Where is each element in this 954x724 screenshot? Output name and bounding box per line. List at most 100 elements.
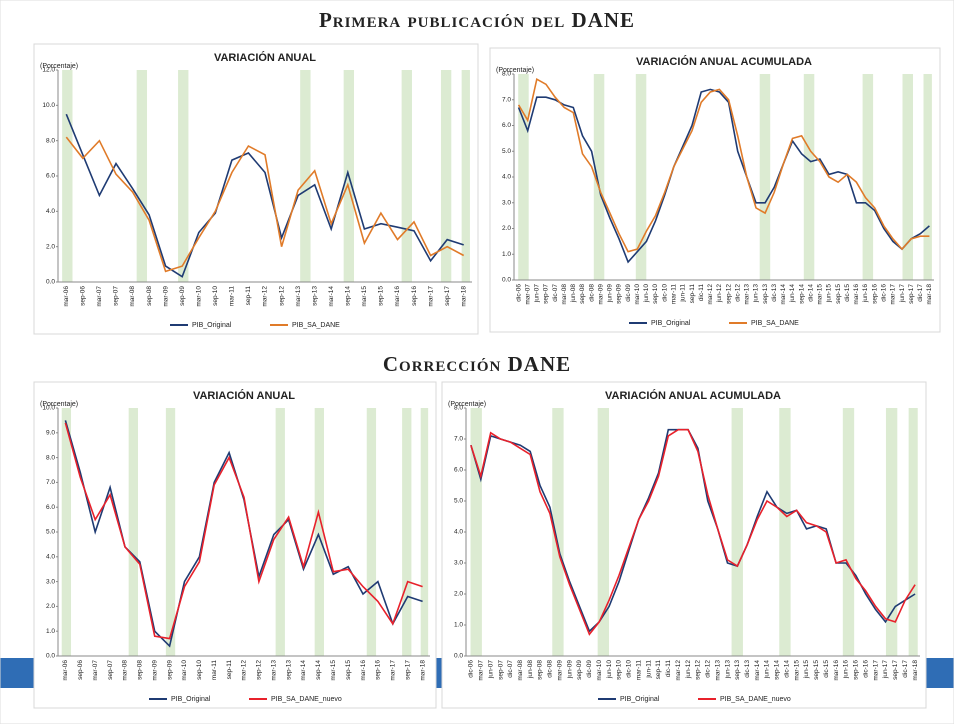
y-tick-label: 5.0 xyxy=(46,529,55,536)
shade-band xyxy=(593,74,605,280)
y-tick-label: 4.0 xyxy=(454,529,463,536)
x-tick-label: mar-17 xyxy=(427,286,434,307)
y-tick-label: 9.0 xyxy=(46,430,55,437)
x-tick-label: dic-15 xyxy=(844,284,851,302)
x-tick-label: sep-06 xyxy=(77,660,84,680)
x-tick-label: mar-08 xyxy=(561,284,568,305)
series-line xyxy=(65,113,464,278)
x-tick-label: dic-15 xyxy=(823,660,830,678)
x-tick-label: sep-15 xyxy=(813,660,820,680)
x-tick-label: sep-13 xyxy=(311,286,318,306)
x-tick-label: sep-08 xyxy=(579,284,586,304)
x-tick-label: mar-16 xyxy=(833,660,840,681)
x-tick-label: dic-16 xyxy=(881,284,888,302)
shade-band xyxy=(440,70,452,282)
x-tick-label: sep-07 xyxy=(107,660,114,680)
y-tick-label: 7.0 xyxy=(46,479,55,486)
y-tick-label: 8.0 xyxy=(454,405,463,412)
x-tick-label: mar-06 xyxy=(62,660,69,681)
x-tick-label: sep-17 xyxy=(908,284,915,304)
x-tick-label: mar-18 xyxy=(912,660,919,681)
shade-band xyxy=(885,408,898,656)
x-tick-label: dic-10 xyxy=(626,660,633,678)
shade-band xyxy=(62,70,73,282)
y-tick-label: 3.0 xyxy=(502,199,511,206)
shade-band xyxy=(402,408,412,656)
x-tick-label: mar-14 xyxy=(328,286,335,307)
y-tick-label: 12.0 xyxy=(42,67,55,74)
x-tick-label: dic-17 xyxy=(917,284,924,302)
shade-band xyxy=(178,70,189,282)
y-tick-label: 3.0 xyxy=(46,578,55,585)
x-tick-label: dic-06 xyxy=(468,660,475,678)
chart: VARIACIÓN ANUAL ACUMULADA (Porcentaje) 0.0… xyxy=(489,47,941,333)
x-tick-label: mar-15 xyxy=(330,660,337,681)
x-tick-label: jun-07 xyxy=(487,660,494,679)
x-tick-label: sep-13 xyxy=(285,660,292,680)
x-tick-label: mar-18 xyxy=(419,660,426,681)
y-tick-label: 10.0 xyxy=(42,102,55,109)
x-tick-label: mar-17 xyxy=(872,660,879,681)
x-tick-label: sep-09 xyxy=(166,660,173,680)
x-tick-label: sep-11 xyxy=(226,660,233,680)
y-tick-label: 7.0 xyxy=(454,436,463,443)
x-tick-label: mar-06 xyxy=(63,286,70,307)
x-tick-label: dic-07 xyxy=(507,660,514,678)
x-tick-label: sep-11 xyxy=(655,660,662,680)
y-tick-label: 6.0 xyxy=(46,504,55,511)
x-tick-label: sep-14 xyxy=(345,286,352,306)
y-tick-label: 1.0 xyxy=(502,251,511,258)
x-tick-label: dic-13 xyxy=(744,660,751,678)
chart-title: VARIACIÓN ANUAL xyxy=(214,51,316,64)
x-tick-label: mar-10 xyxy=(634,284,641,305)
x-tick-label: mar-11 xyxy=(671,284,678,304)
x-tick-label: jun-13 xyxy=(753,284,760,303)
chart: VARIACIÓN ANUAL ACUMULADA (Porcentaje) 0.0… xyxy=(441,381,927,709)
x-tick-label: sep-09 xyxy=(179,286,186,306)
x-tick-label: dic-13 xyxy=(771,284,778,302)
y-tick-label: 2.0 xyxy=(46,603,55,610)
y-tick-label: 2.0 xyxy=(502,225,511,232)
y-tick-label: 4.0 xyxy=(46,208,55,215)
x-tick-label: mar-08 xyxy=(129,286,136,307)
x-tick-label: sep-12 xyxy=(695,660,702,680)
legend-label: PIB_Original xyxy=(651,320,691,327)
x-tick-label: jun-17 xyxy=(899,284,906,303)
x-tick-label: jun-17 xyxy=(882,660,889,679)
x-tick-label: jun-11 xyxy=(645,660,652,679)
shade-band xyxy=(128,408,138,656)
x-tick-label: jun-10 xyxy=(643,284,650,303)
y-tick-label: 0.0 xyxy=(46,653,55,660)
y-tick-label: 8.0 xyxy=(502,71,511,78)
y-tick-label: 7.0 xyxy=(502,96,511,103)
x-tick-label: sep-17 xyxy=(404,660,411,680)
shade-band xyxy=(470,408,482,656)
x-tick-label: jun-16 xyxy=(862,284,869,303)
x-tick-label: jun-07 xyxy=(534,284,541,303)
x-tick-label: sep-10 xyxy=(652,284,659,304)
x-tick-label: mar-10 xyxy=(596,660,603,681)
y-tick-label: 8.0 xyxy=(46,137,55,144)
shade-band xyxy=(165,408,176,656)
shade-band xyxy=(779,408,791,656)
x-tick-label: dic-12 xyxy=(734,284,741,302)
x-tick-label: sep-16 xyxy=(375,660,382,680)
shade-band xyxy=(366,408,377,656)
x-tick-label: sep-07 xyxy=(497,660,504,680)
x-tick-label: sep-15 xyxy=(835,284,842,304)
shade-band xyxy=(902,74,913,280)
y-axis-label: (Porcentaje) xyxy=(496,67,534,74)
shade-band xyxy=(136,70,148,282)
x-tick-label: dic-07 xyxy=(552,284,559,302)
y-axis-label: (Porcentaje) xyxy=(40,401,78,408)
x-tick-label: mar-09 xyxy=(151,660,158,681)
heading: Corrección DANE xyxy=(383,352,571,376)
x-tick-label: mar-12 xyxy=(262,286,269,307)
y-tick-label: 0.0 xyxy=(502,277,511,284)
legend-label: PIB_SA_DANE xyxy=(751,320,799,327)
x-tick-label: mar-13 xyxy=(744,284,751,305)
x-tick-label: mar-07 xyxy=(524,284,531,305)
x-tick-label: mar-13 xyxy=(295,286,302,307)
x-tick-label: sep-09 xyxy=(616,284,623,304)
